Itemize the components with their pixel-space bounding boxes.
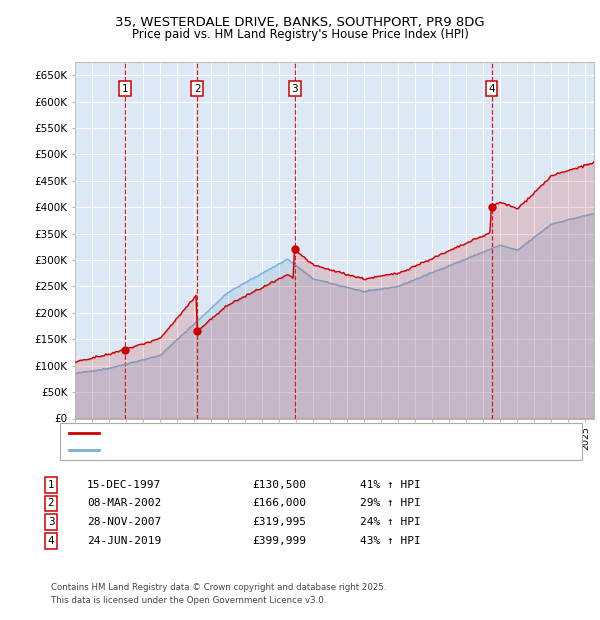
Text: 4: 4 [47, 536, 55, 546]
Text: 1: 1 [47, 480, 55, 490]
Text: 24-JUN-2019: 24-JUN-2019 [87, 536, 161, 546]
Text: 35, WESTERDALE DRIVE, BANKS, SOUTHPORT, PR9 8DG: 35, WESTERDALE DRIVE, BANKS, SOUTHPORT, … [115, 16, 485, 29]
Text: 41% ↑ HPI: 41% ↑ HPI [360, 480, 421, 490]
Text: 3: 3 [292, 84, 298, 94]
Text: 2: 2 [194, 84, 200, 94]
Text: HPI: Average price, detached house, West Lancashire: HPI: Average price, detached house, West… [105, 445, 371, 454]
Text: 1: 1 [122, 84, 128, 94]
Text: 28-NOV-2007: 28-NOV-2007 [87, 517, 161, 527]
Text: This data is licensed under the Open Government Licence v3.0.: This data is licensed under the Open Gov… [51, 596, 326, 604]
Text: Contains HM Land Registry data © Crown copyright and database right 2025.: Contains HM Land Registry data © Crown c… [51, 583, 386, 592]
Text: 15-DEC-1997: 15-DEC-1997 [87, 480, 161, 490]
Text: £399,999: £399,999 [252, 536, 306, 546]
Text: 35, WESTERDALE DRIVE, BANKS, SOUTHPORT, PR9 8DG (detached house): 35, WESTERDALE DRIVE, BANKS, SOUTHPORT, … [105, 428, 474, 438]
Text: 08-MAR-2002: 08-MAR-2002 [87, 498, 161, 508]
Text: 29% ↑ HPI: 29% ↑ HPI [360, 498, 421, 508]
Text: 2: 2 [47, 498, 55, 508]
Text: 43% ↑ HPI: 43% ↑ HPI [360, 536, 421, 546]
Text: £166,000: £166,000 [252, 498, 306, 508]
Text: 3: 3 [47, 517, 55, 527]
Text: £130,500: £130,500 [252, 480, 306, 490]
Text: 24% ↑ HPI: 24% ↑ HPI [360, 517, 421, 527]
Text: £319,995: £319,995 [252, 517, 306, 527]
Text: Price paid vs. HM Land Registry's House Price Index (HPI): Price paid vs. HM Land Registry's House … [131, 28, 469, 41]
Text: 4: 4 [488, 84, 495, 94]
